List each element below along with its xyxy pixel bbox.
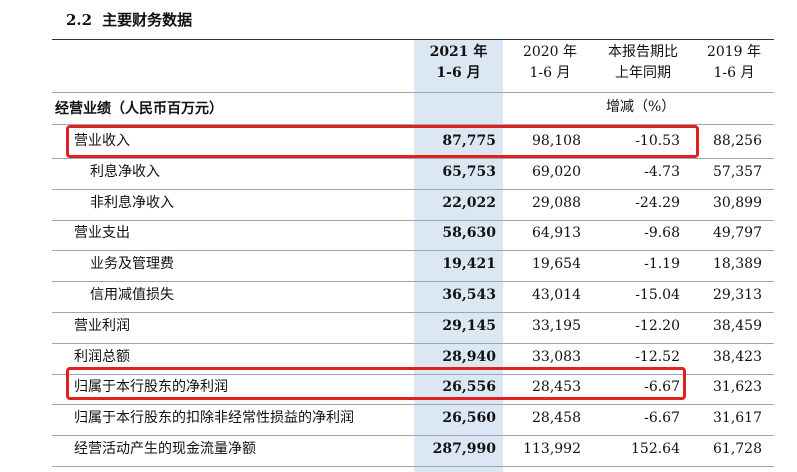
row-label: 利润总额 <box>74 348 130 365</box>
row-label: 信用减值损失 <box>90 287 174 303</box>
cell-2020: 113,992 <box>523 441 581 457</box>
row-rule <box>52 158 774 159</box>
cell-2020: 43,014 <box>532 287 581 303</box>
change-unit-label: 增减（%） <box>606 99 676 115</box>
row-label: 归属于本行股东的净利润 <box>74 379 228 396</box>
cell-2021: 36,543 <box>442 287 496 303</box>
cell-2019: 61,728 <box>713 441 762 457</box>
section-number: 2.2 <box>66 11 93 29</box>
col-header-2020: 2020 年 1-6 月 <box>522 44 578 81</box>
row-label: 营业收入 <box>74 133 130 149</box>
row-rule <box>52 404 774 406</box>
cell-change: -24.29 <box>635 194 680 211</box>
cell-2020: 28,458 <box>532 410 581 427</box>
row-label: 利息净收入 <box>90 163 160 180</box>
cell-2020: 28,453 <box>532 379 581 396</box>
header-bottom-rule <box>52 92 774 93</box>
cell-2019: 88,256 <box>713 133 762 149</box>
row-rule <box>52 281 774 283</box>
row-rule <box>52 219 774 221</box>
cell-2019: 57,357 <box>713 163 762 180</box>
cell-2021: 65,753 <box>442 163 496 180</box>
cell-2020: 19,654 <box>532 256 581 273</box>
cell-2019: 49,797 <box>713 225 762 242</box>
cell-2021: 26,556 <box>442 379 496 396</box>
section-title: 2.2 主要财务数据 <box>66 9 192 30</box>
row-rule <box>52 250 774 252</box>
cell-change: -12.20 <box>635 317 680 334</box>
cell-change: -4.73 <box>644 163 680 180</box>
cell-2020: 29,088 <box>532 194 581 211</box>
cell-change: -6.67 <box>644 410 680 427</box>
row-label: 非利息净收入 <box>90 194 174 211</box>
cell-change: -10.53 <box>635 133 680 149</box>
cell-2020: 64,913 <box>532 225 581 242</box>
cell-2019: 30,899 <box>713 194 762 211</box>
cell-2021: 287,990 <box>432 441 496 457</box>
row-label: 归属于本行股东的扣除非经常性损益的净利润 <box>74 410 354 427</box>
row-label: 业务及管理费 <box>90 256 174 273</box>
cell-2019: 31,623 <box>713 379 762 396</box>
cell-change: -9.68 <box>644 225 680 242</box>
highlight-column-2021 <box>414 40 503 472</box>
row-rule <box>52 435 774 437</box>
group-label: 经营业绩（人民币百万元） <box>55 101 223 117</box>
row-rule <box>52 342 774 344</box>
row-label: 经营活动产生的现金流量净额 <box>74 441 256 457</box>
col-header-change: 本报告期比 上年同期 <box>608 44 678 81</box>
col-header-2019: 2019 年 1-6 月 <box>706 44 762 81</box>
section-heading: 主要财务数据 <box>102 11 193 29</box>
col-header-2021: 2021 年 1-6 月 <box>429 44 488 81</box>
cell-2021: 26,560 <box>442 410 496 427</box>
annotation-box-net-profit <box>66 367 686 400</box>
table-top-rule <box>52 39 774 40</box>
row-rule <box>52 373 774 375</box>
group-row-rule <box>52 124 774 125</box>
cell-2019: 31,617 <box>713 410 762 427</box>
cell-2019: 18,389 <box>713 256 762 273</box>
row-label: 营业利润 <box>74 317 130 334</box>
cell-change: -6.67 <box>644 379 680 396</box>
cell-change: 152.64 <box>631 441 680 457</box>
cell-2021: 22,022 <box>442 194 496 211</box>
row-rule <box>52 466 774 467</box>
cell-2020: 98,108 <box>532 133 581 149</box>
cell-change: -1.19 <box>644 256 680 273</box>
row-label: 营业支出 <box>74 225 130 242</box>
row-rule <box>52 312 774 313</box>
annotation-box-operating-income <box>66 125 699 158</box>
cell-2021: 58,630 <box>442 225 496 242</box>
cell-change: -15.04 <box>635 287 680 303</box>
cell-2020: 69,020 <box>532 163 581 180</box>
cell-2020: 33,195 <box>532 317 581 334</box>
row-rule <box>52 188 774 190</box>
cell-2020: 33,083 <box>532 348 581 365</box>
cell-2019: 38,459 <box>713 317 762 334</box>
cell-2021: 87,775 <box>442 133 496 149</box>
cell-2021: 19,421 <box>442 256 496 273</box>
cell-2019: 29,313 <box>713 287 762 303</box>
cell-2019: 38,423 <box>713 348 762 365</box>
cell-2021: 28,940 <box>442 348 496 365</box>
cell-2021: 29,145 <box>442 317 496 334</box>
cell-change: -12.52 <box>635 348 680 365</box>
